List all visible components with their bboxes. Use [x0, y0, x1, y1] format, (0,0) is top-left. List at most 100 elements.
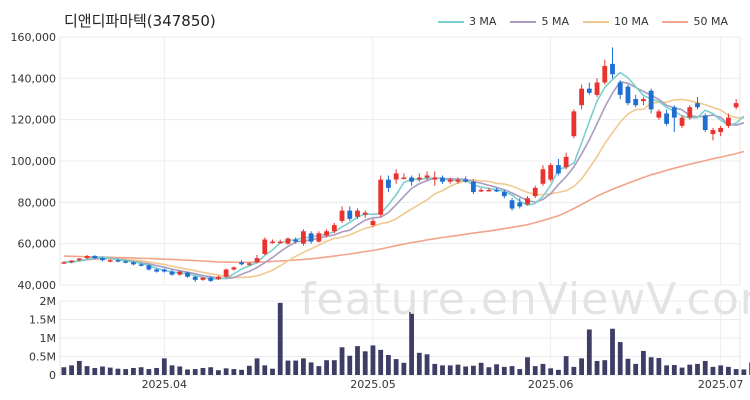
ma5-line	[63, 80, 745, 280]
volume-bar	[208, 367, 214, 375]
candle-body	[339, 210, 345, 221]
candle-body	[84, 256, 90, 259]
price-tick-label: 60,000	[18, 238, 57, 251]
volume-bar	[239, 369, 244, 375]
candle-body	[610, 63, 615, 75]
candle-body	[161, 269, 167, 272]
volume-bar	[270, 368, 275, 375]
candle-body	[718, 127, 724, 133]
candle-body	[517, 202, 523, 207]
candle-body	[509, 200, 515, 209]
candle-body	[540, 169, 546, 184]
candle-body	[177, 271, 183, 275]
volume-bar	[679, 367, 685, 375]
candle-body	[671, 107, 677, 118]
candle-body	[301, 231, 306, 244]
candle-body	[378, 179, 384, 215]
candle-body	[440, 177, 445, 182]
ma10-line	[63, 98, 744, 279]
volume-bar	[331, 360, 337, 375]
volume-bar	[718, 365, 724, 375]
candle-body	[478, 189, 484, 192]
volume-bar	[84, 366, 90, 375]
candle-body	[154, 269, 159, 272]
candle-body	[695, 103, 700, 108]
candle-body	[100, 258, 105, 261]
candle-body	[432, 177, 438, 180]
candle-body	[602, 65, 608, 83]
candle-body	[687, 107, 693, 118]
candle-body	[308, 233, 314, 242]
volume-bar	[455, 364, 461, 375]
volume-bar	[92, 367, 98, 375]
volume-bar	[223, 368, 229, 375]
volume-bar	[123, 369, 129, 375]
volume-bar	[509, 366, 515, 375]
volume-bar	[726, 366, 731, 375]
candle-body	[733, 103, 739, 108]
x-tick-label: 2025.07	[698, 378, 744, 391]
volume-bar	[285, 360, 291, 375]
volume-bar	[594, 360, 600, 375]
candle-body	[494, 189, 499, 192]
candle-body	[107, 260, 113, 262]
volume-bar	[355, 346, 360, 375]
candle-body	[231, 267, 237, 270]
volume-bar	[641, 350, 646, 375]
candle-body	[316, 233, 322, 242]
candle-body	[525, 198, 530, 205]
volume-bar	[695, 363, 700, 375]
legend-item-ma5: 5 MA	[510, 15, 569, 28]
volume-tick-label: 1.5M	[29, 314, 56, 327]
price-tick-label: 80,000	[18, 196, 57, 209]
volume-bar	[200, 367, 206, 375]
candle-body	[656, 111, 662, 118]
candle-body	[579, 88, 584, 106]
price-tick-label: 120,000	[11, 114, 57, 127]
volume-bar	[146, 369, 152, 375]
volume-bar	[386, 355, 391, 375]
candle-body	[192, 276, 198, 280]
volume-bar	[741, 369, 747, 375]
volume-bar	[733, 369, 739, 375]
volume-bar	[177, 366, 183, 375]
candle-body	[563, 156, 569, 168]
candle-body	[594, 82, 600, 95]
price-tick-label: 160,000	[11, 31, 57, 44]
x-tick-label: 2025.05	[350, 378, 396, 391]
candle-body	[123, 261, 129, 263]
volume-bar	[471, 365, 476, 375]
legend-item-ma10: 10 MA	[582, 15, 648, 28]
volume-bar	[409, 312, 414, 375]
volume-bar	[486, 367, 492, 375]
volume-bar	[610, 328, 615, 375]
volume-bar	[710, 366, 716, 375]
volume-bar	[347, 355, 353, 375]
candle-body	[76, 258, 82, 261]
candle-body	[393, 173, 399, 180]
candle-body	[138, 264, 144, 266]
volume-bar	[362, 351, 368, 375]
candle-body	[262, 239, 268, 254]
candle-body	[223, 269, 229, 277]
volume-bar	[602, 360, 608, 375]
candle-body	[208, 277, 214, 281]
volume-bar	[107, 367, 113, 375]
volume-bar	[262, 365, 268, 375]
volume-bar	[494, 364, 499, 375]
volume-tick-label: 0.5M	[29, 351, 56, 364]
legend-label-ma3: 3 MA	[468, 15, 497, 28]
volume-bar	[115, 368, 121, 375]
volume-bar	[154, 367, 159, 375]
volume-bar	[586, 329, 592, 375]
candle-body	[331, 225, 337, 232]
x-tick-label: 2025.06	[528, 378, 574, 391]
legend-swatch-ma10	[582, 20, 609, 23]
volume-bar	[648, 357, 654, 375]
volume-bar	[100, 366, 105, 375]
volume-bar	[185, 369, 190, 375]
volume-bar	[138, 367, 144, 375]
candle-body	[131, 262, 136, 265]
volume-bar	[432, 363, 438, 375]
